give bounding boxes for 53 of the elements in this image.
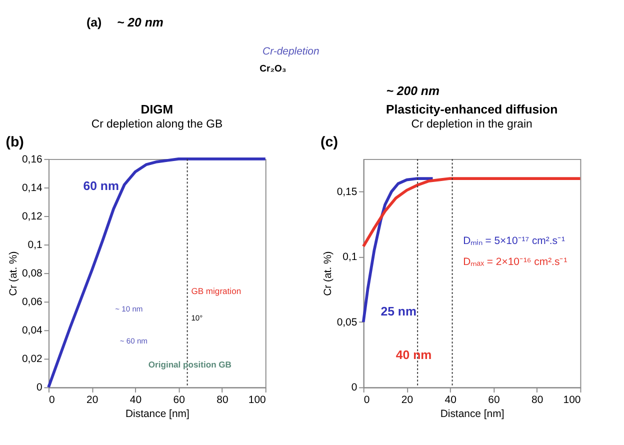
text: Dₘₐₓ = 2×10⁻¹⁶ cm².s⁻¹ [463, 256, 568, 268]
y-tick-label: 0,12 [22, 211, 42, 222]
x-tick-label: 20 [401, 394, 414, 406]
annotation: ~ 10 nm [115, 304, 143, 314]
y-tick-label: 0,14 [22, 182, 42, 194]
x-axis-title: Distance [nm] [125, 409, 190, 420]
annotation: 10° [191, 314, 203, 323]
text: Cr₂O₃ [260, 63, 286, 74]
text: (c) [320, 134, 338, 151]
y-tick-label: 0 [351, 382, 358, 394]
annotation: 60 nm [83, 179, 119, 194]
x-tick-label: 0 [48, 394, 55, 406]
x-tick-label: 20 [86, 394, 98, 406]
line-series [362, 177, 434, 324]
x-tick-label: 40 [130, 394, 142, 406]
y-tick-label: 0,1 [342, 252, 358, 264]
annotation: GB migration [191, 286, 242, 296]
y-tick-label: 0,08 [22, 268, 42, 280]
text: Dₘᵢₙ = 5×10⁻¹⁷ cm².s⁻¹ [463, 236, 566, 247]
x-tick-label: 100 [248, 394, 266, 406]
line-series [362, 177, 582, 248]
y-tick-label: 0,15 [336, 186, 358, 198]
line-series [47, 158, 267, 389]
x-tick-label: 100 [563, 394, 581, 406]
x-tick-label: 0 [364, 394, 370, 406]
x-tick-label: 80 [532, 394, 544, 406]
x-tick-label: 60 [488, 394, 500, 406]
y-tick-label: 0,02 [22, 354, 42, 366]
chart-title: Plasticity-enhanced diffusion [386, 102, 558, 116]
x-tick-label: 40 [444, 394, 457, 406]
x-tick-label: 80 [216, 394, 228, 406]
y-tick-label: 0,04 [22, 326, 42, 336]
y-tick-label: 0,05 [336, 317, 358, 328]
annotation: ~ 60 nm [120, 336, 148, 346]
text: ~ 200 nm [386, 84, 440, 98]
x-tick-label: 60 [173, 394, 186, 406]
chart-title: DIGM [140, 102, 174, 116]
y-tick-label: 0,16 [22, 154, 42, 166]
text: ~ 20 nm [117, 16, 164, 30]
y-tick-label: 0 [36, 382, 42, 394]
chart-subtitle: Cr depletion along the GB [91, 118, 223, 131]
chart-subtitle: Cr depletion in the grain [411, 118, 532, 131]
text: (b) [6, 134, 24, 151]
text: (a) [86, 16, 102, 30]
y-tick-label: 0,06 [22, 296, 42, 308]
text: Cr-depletion [262, 46, 320, 58]
y-tick-label: 0,1 [28, 240, 42, 251]
y-axis-title: Cr (at. %) [323, 251, 334, 296]
x-axis-title: Distance [nm] [440, 409, 504, 420]
annotation: 25 nm [380, 304, 416, 319]
y-axis-title: Cr (at. %) [8, 251, 20, 296]
annotation: Original position GB [148, 359, 232, 370]
annotation: 40 nm [396, 348, 432, 362]
